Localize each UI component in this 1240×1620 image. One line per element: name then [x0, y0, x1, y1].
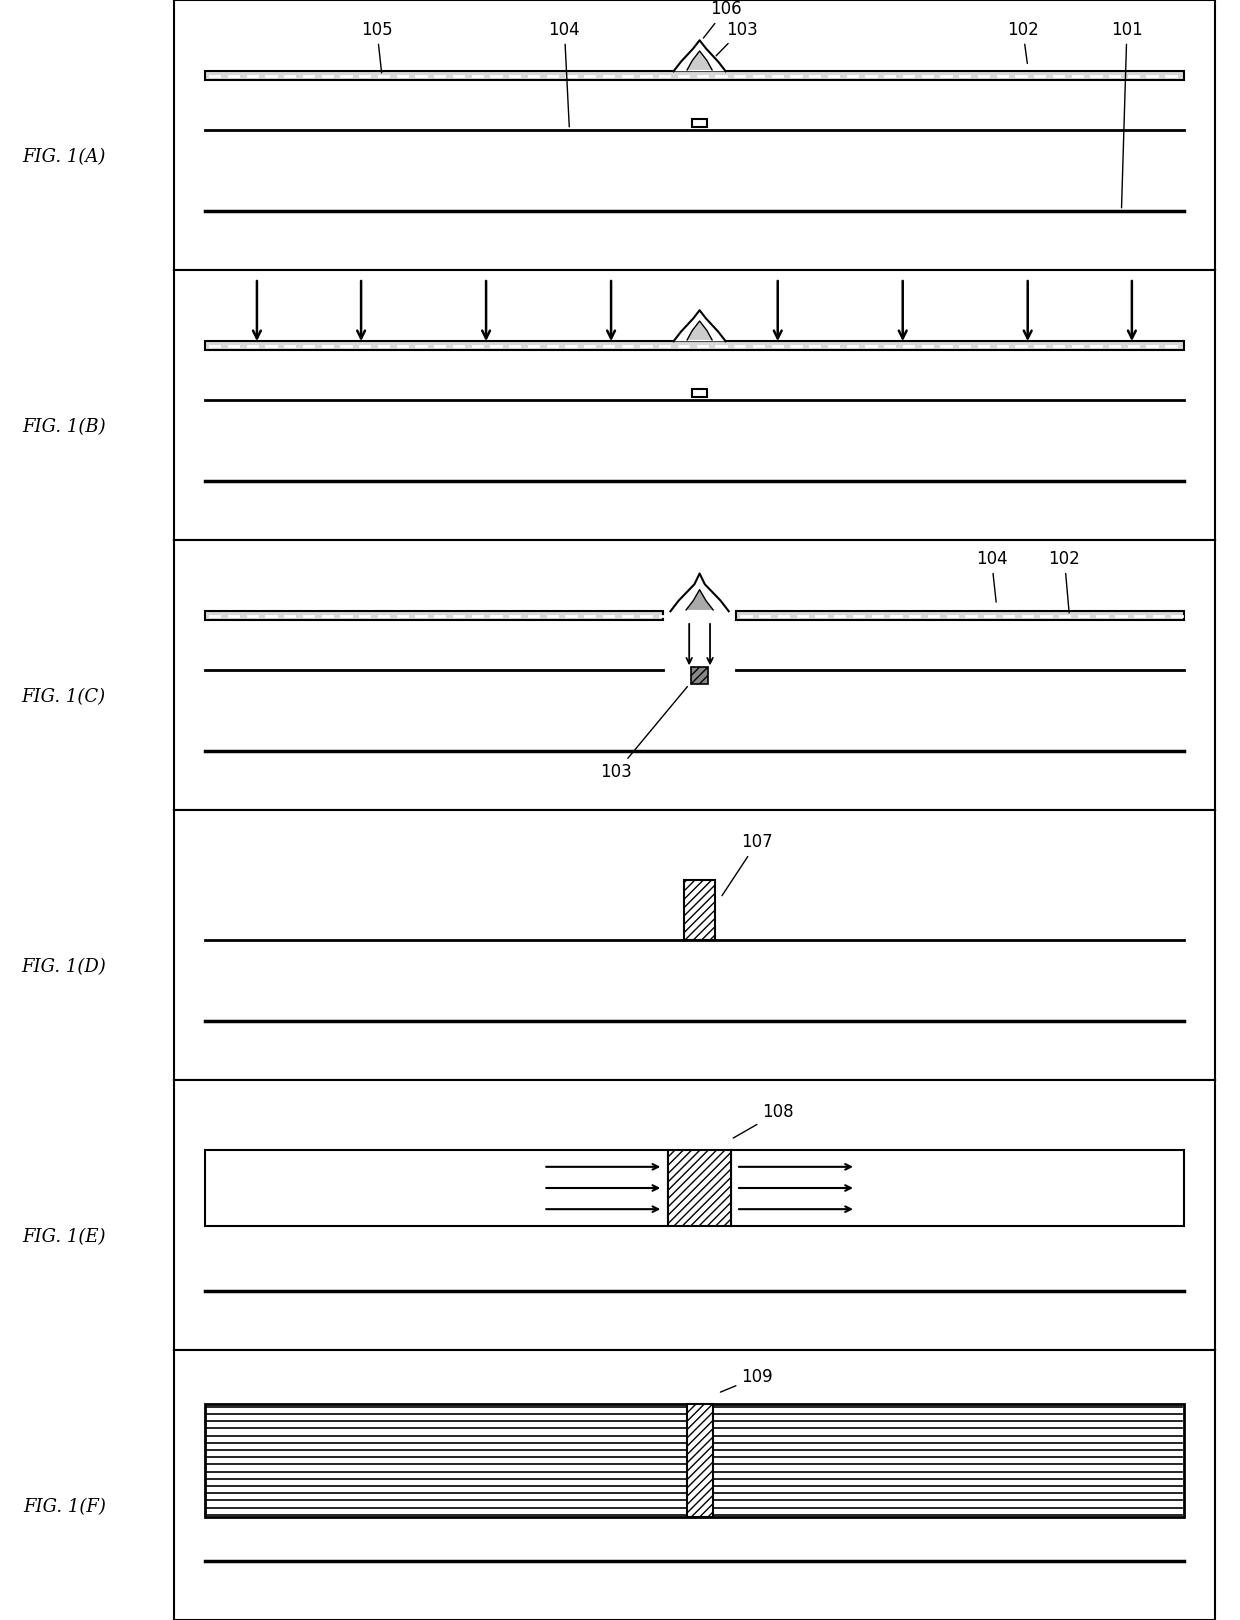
Text: 104: 104 [548, 21, 580, 126]
Text: FIG. 1(F): FIG. 1(F) [24, 1497, 105, 1516]
Polygon shape [673, 311, 725, 342]
Bar [684, 880, 715, 940]
Bar [205, 71, 1184, 79]
Text: FIG. 1(C): FIG. 1(C) [22, 687, 105, 706]
Bar [205, 611, 663, 620]
Text: 109: 109 [720, 1367, 773, 1392]
Bar [205, 342, 1184, 350]
Bar [668, 1150, 730, 1226]
Bar [737, 611, 1184, 620]
Polygon shape [673, 40, 725, 71]
Bar [692, 389, 707, 397]
Text: 103: 103 [600, 687, 687, 781]
Text: FIG. 1(E): FIG. 1(E) [22, 1228, 105, 1246]
Text: 103: 103 [717, 21, 758, 55]
Text: FIG. 1(D): FIG. 1(D) [21, 957, 105, 975]
Bar [730, 1150, 1184, 1226]
Text: 108: 108 [733, 1103, 794, 1137]
Polygon shape [687, 321, 712, 340]
Polygon shape [686, 590, 713, 611]
Polygon shape [687, 52, 712, 70]
Text: 104: 104 [976, 549, 1007, 603]
Text: 102: 102 [1007, 21, 1039, 63]
Text: 101: 101 [1111, 21, 1143, 207]
Polygon shape [671, 573, 729, 611]
Text: 107: 107 [722, 833, 773, 896]
Bar [687, 1405, 713, 1518]
Bar [205, 1405, 1184, 1518]
Text: 105: 105 [361, 21, 393, 73]
Text: 102: 102 [1049, 549, 1080, 612]
Bar [692, 118, 707, 126]
Bar [205, 1150, 668, 1226]
Text: FIG. 1(A): FIG. 1(A) [22, 147, 105, 165]
Text: FIG. 1(B): FIG. 1(B) [22, 418, 105, 436]
Text: 106: 106 [703, 0, 742, 37]
Bar [691, 667, 708, 684]
